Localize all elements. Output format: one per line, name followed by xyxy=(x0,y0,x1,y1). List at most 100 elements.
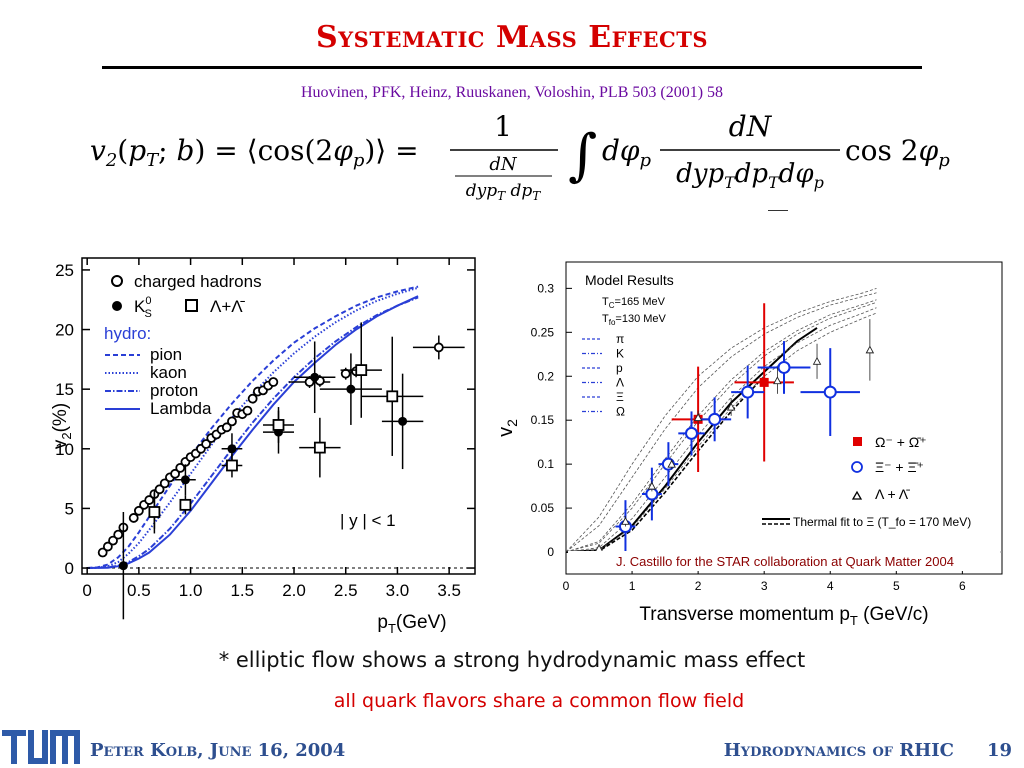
point-xi xyxy=(708,412,722,426)
x-tick-label: 1.0 xyxy=(179,581,203,600)
legend-open-circle-marker xyxy=(111,275,123,287)
point-xi xyxy=(741,385,755,399)
point-charged-hadrons xyxy=(221,422,232,433)
footer-talk-title: Hydrodynamics of RHIC xyxy=(723,740,954,761)
legend-kaon: kaon xyxy=(150,363,187,382)
title-underline xyxy=(102,66,922,69)
point-charged-hadrons xyxy=(133,505,144,516)
point-charged-hadrons xyxy=(144,495,155,505)
point-lambda-antilambda xyxy=(148,506,161,518)
y-tick-label: 0 xyxy=(65,559,74,578)
legend-lambda-line: Lambda xyxy=(150,399,212,418)
point-charged-hadrons xyxy=(128,513,139,523)
point-charged-hadrons xyxy=(154,484,165,495)
left-ylabel: v2(%) xyxy=(50,403,74,449)
x-tick-label: 2.0 xyxy=(282,581,306,600)
model-legend-label: π xyxy=(616,332,624,346)
point-charged-hadrons xyxy=(102,541,113,552)
point-k0s xyxy=(398,416,408,426)
main-bullet: * elliptic flow shows a strong hydrodyna… xyxy=(218,648,806,672)
point-charged-hadrons xyxy=(97,547,108,558)
right-chart: 0 1 2 3 4 5 6 0 0.05 0.1 0.15 0.2 0.25 0.3 v2 Transve… xyxy=(495,261,1003,628)
y-tick-label: 0 xyxy=(547,545,554,559)
legend-charged-hadrons: charged hadrons xyxy=(134,272,262,291)
x-tick-label: 2 xyxy=(695,579,702,593)
point-lambda xyxy=(647,481,657,490)
formula-inner-den: dypT dpT xyxy=(466,181,542,203)
point-charged-hadrons xyxy=(175,462,186,473)
point-lambda-antilambda xyxy=(313,441,326,454)
v2-formula: v2(pT; b) = ⟨cos(2φp)⟩ = 1 dN dypT dpT ∫… xyxy=(90,110,950,203)
point-lambda xyxy=(812,356,822,365)
y-tick-label: 0.05 xyxy=(531,501,555,515)
x-tick-label: 0 xyxy=(563,579,570,593)
stray-dash xyxy=(768,210,788,211)
legend-lambda-marker xyxy=(851,490,863,500)
point-lambda-antilambda xyxy=(386,390,399,403)
x-tick-label: 1 xyxy=(629,579,636,593)
formula-frac-den: dypTdpTdφp xyxy=(676,159,824,192)
legend-omega-marker xyxy=(853,437,862,446)
formula-inner-num: dN xyxy=(489,154,518,175)
point-lambda-antilambda xyxy=(179,498,192,511)
y-tick-label: 0.1 xyxy=(537,457,554,471)
point-charged-hadrons xyxy=(242,405,253,416)
x-tick-label: 3.5 xyxy=(437,581,461,600)
thermal-fit-label: Thermal fit to Ξ (T_fo = 170 MeV) xyxy=(793,515,971,529)
point-k0s xyxy=(346,384,356,394)
formula-one: 1 xyxy=(494,110,512,143)
point-lambda-antilambda xyxy=(272,419,285,431)
point-lambda xyxy=(865,345,875,354)
model-legend-label: Ξ xyxy=(616,390,624,404)
point-charged-hadrons xyxy=(113,529,124,540)
right-marker-legend: Ω⁻ + Ω̄⁺ Ξ⁻ + Ξ̄⁺ Λ + Λ̄ xyxy=(851,434,927,502)
x-tick-label: 5 xyxy=(893,579,900,593)
point-xi xyxy=(823,385,837,399)
legend-pion: pion xyxy=(150,345,182,364)
model-param-tc: TC=165 MeV xyxy=(602,296,666,310)
point-charged-hadrons xyxy=(268,377,279,387)
slide-title: Systematic Mass Effects xyxy=(316,20,708,55)
sub-bullet: all quark flavors share a common flow fi… xyxy=(333,690,745,712)
point-k0s xyxy=(227,444,237,454)
formula-lhs: v2(pT; b) = ⟨cos(2φp)⟩ = xyxy=(90,134,419,171)
y-tick-label: 20 xyxy=(55,321,74,340)
right-chart-frame xyxy=(565,261,1003,575)
page-number: 19 xyxy=(986,740,1012,761)
hydro-curve-pion xyxy=(87,285,419,569)
star-credit: J. Castillo for the STAR collaboration a… xyxy=(616,554,954,569)
x-tick-label: 4 xyxy=(827,579,834,593)
model-curve-pion xyxy=(565,288,877,553)
point-charged-hadrons xyxy=(227,416,237,427)
right-model-title: Model Results xyxy=(585,272,674,288)
right-xlabel: Transverse momentum pT (GeV/c) xyxy=(639,604,928,628)
formula-dphi: dφp xyxy=(602,134,652,171)
model-legend-label: Λ xyxy=(616,376,624,390)
x-tick-label: 0.5 xyxy=(127,581,151,600)
y-tick-label: 0.3 xyxy=(537,281,554,295)
point-lambda-antilambda xyxy=(226,459,238,472)
y-tick-label: 0.2 xyxy=(537,369,554,383)
point-charged-hadrons xyxy=(247,393,258,404)
footer-author-date: Peter Kolb, June 16, 2004 xyxy=(90,740,346,761)
model-curve-lambda xyxy=(565,302,877,553)
point-k0s xyxy=(180,475,190,485)
x-tick-label: 3 xyxy=(761,579,768,593)
point-charged-hadrons xyxy=(340,368,351,379)
point-lambda xyxy=(667,459,676,468)
legend-proton: proton xyxy=(150,381,198,400)
x-tick-label: 2.5 xyxy=(334,581,358,600)
point-charged-hadrons xyxy=(433,342,444,353)
legend-hydro-header: hydro: xyxy=(104,324,151,343)
point-k0s xyxy=(118,561,128,571)
tum-logo xyxy=(2,730,80,764)
point-charged-hadrons xyxy=(170,468,180,479)
legend-lambda-star: Λ + Λ̄ xyxy=(875,486,910,502)
point-charged-hadrons xyxy=(159,478,170,489)
point-lambda xyxy=(773,376,782,385)
right-ylabel: v2 xyxy=(495,419,520,437)
point-xi xyxy=(777,360,791,374)
formula-tail: cos 2φp xyxy=(845,134,950,171)
